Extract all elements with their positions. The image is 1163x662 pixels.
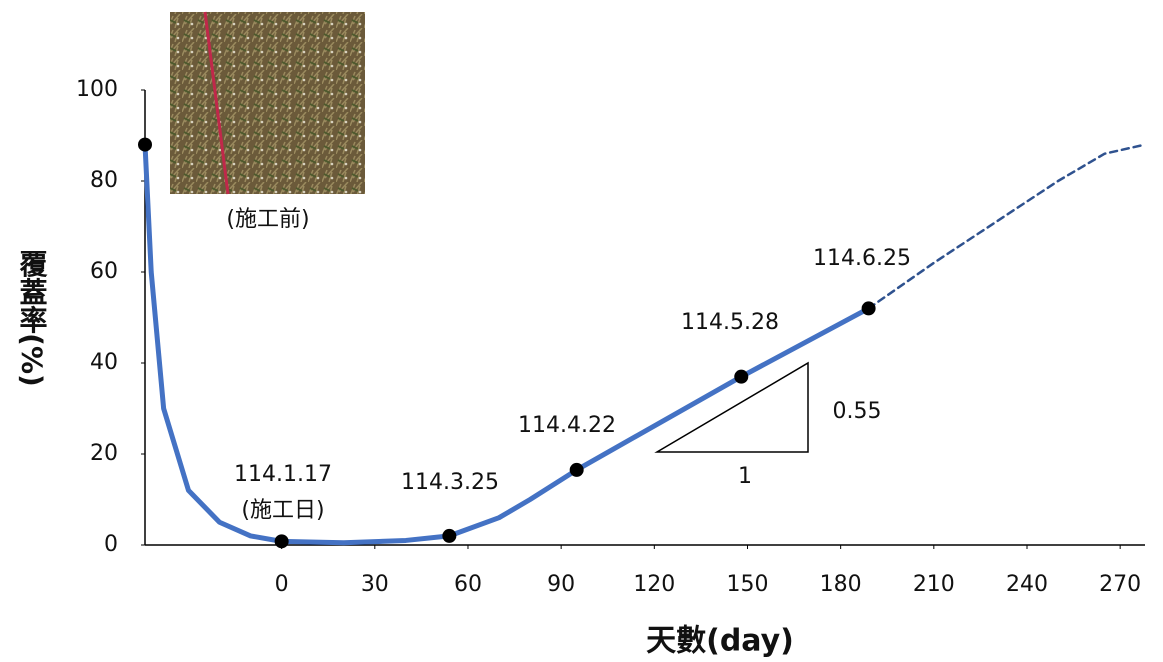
annotation: 114.1.17 <box>234 462 332 487</box>
data-point <box>862 301 876 315</box>
x-tick-label: 0 <box>275 572 289 597</box>
page: 天數(day) 覆蓋率(%) 0 20 40 60 80 100 0 30 60 90 120 150… <box>0 0 1163 662</box>
y-tick-label: 60 <box>90 259 118 284</box>
data-point <box>275 534 289 548</box>
x-tick-label: 270 <box>1099 572 1141 597</box>
annotation: (施工前) <box>226 207 309 232</box>
annotation: 114.6.25 <box>813 246 911 271</box>
annotation: (施工日) <box>241 498 324 523</box>
annotation: 0.55 <box>833 399 882 424</box>
x-tick-label: 240 <box>1006 572 1048 597</box>
data-point <box>138 138 152 152</box>
x-tick-label: 60 <box>454 572 482 597</box>
y-tick-label: 20 <box>90 441 118 466</box>
data-point <box>442 529 456 543</box>
chart: 天數(day) 覆蓋率(%) 0 20 40 60 80 100 0 30 60 90 120 150… <box>0 0 1163 662</box>
x-axis-title: 天數(day) <box>646 624 794 659</box>
data-point <box>570 463 584 477</box>
slope-triangle <box>657 363 808 452</box>
y-tick-label: 80 <box>90 168 118 193</box>
y-tick-label: 0 <box>104 532 118 557</box>
x-tick-label: 90 <box>547 572 575 597</box>
x-tick-label: 180 <box>820 572 862 597</box>
annotation: 114.4.22 <box>518 413 616 438</box>
x-tick-label: 150 <box>726 572 768 597</box>
y-tick-label: 100 <box>76 77 118 102</box>
annotation: 114.3.25 <box>401 470 499 495</box>
data-point <box>734 370 748 384</box>
x-tick-label: 120 <box>633 572 675 597</box>
annotation: 1 <box>738 464 752 489</box>
x-tick-label: 210 <box>913 572 955 597</box>
annotation: 114.5.28 <box>681 310 779 335</box>
x-tick-label: 30 <box>361 572 389 597</box>
projection-line <box>869 145 1145 309</box>
photo <box>170 12 365 194</box>
y-axis-title: 覆蓋率(%) <box>16 249 49 387</box>
y-tick-label: 40 <box>90 350 118 375</box>
